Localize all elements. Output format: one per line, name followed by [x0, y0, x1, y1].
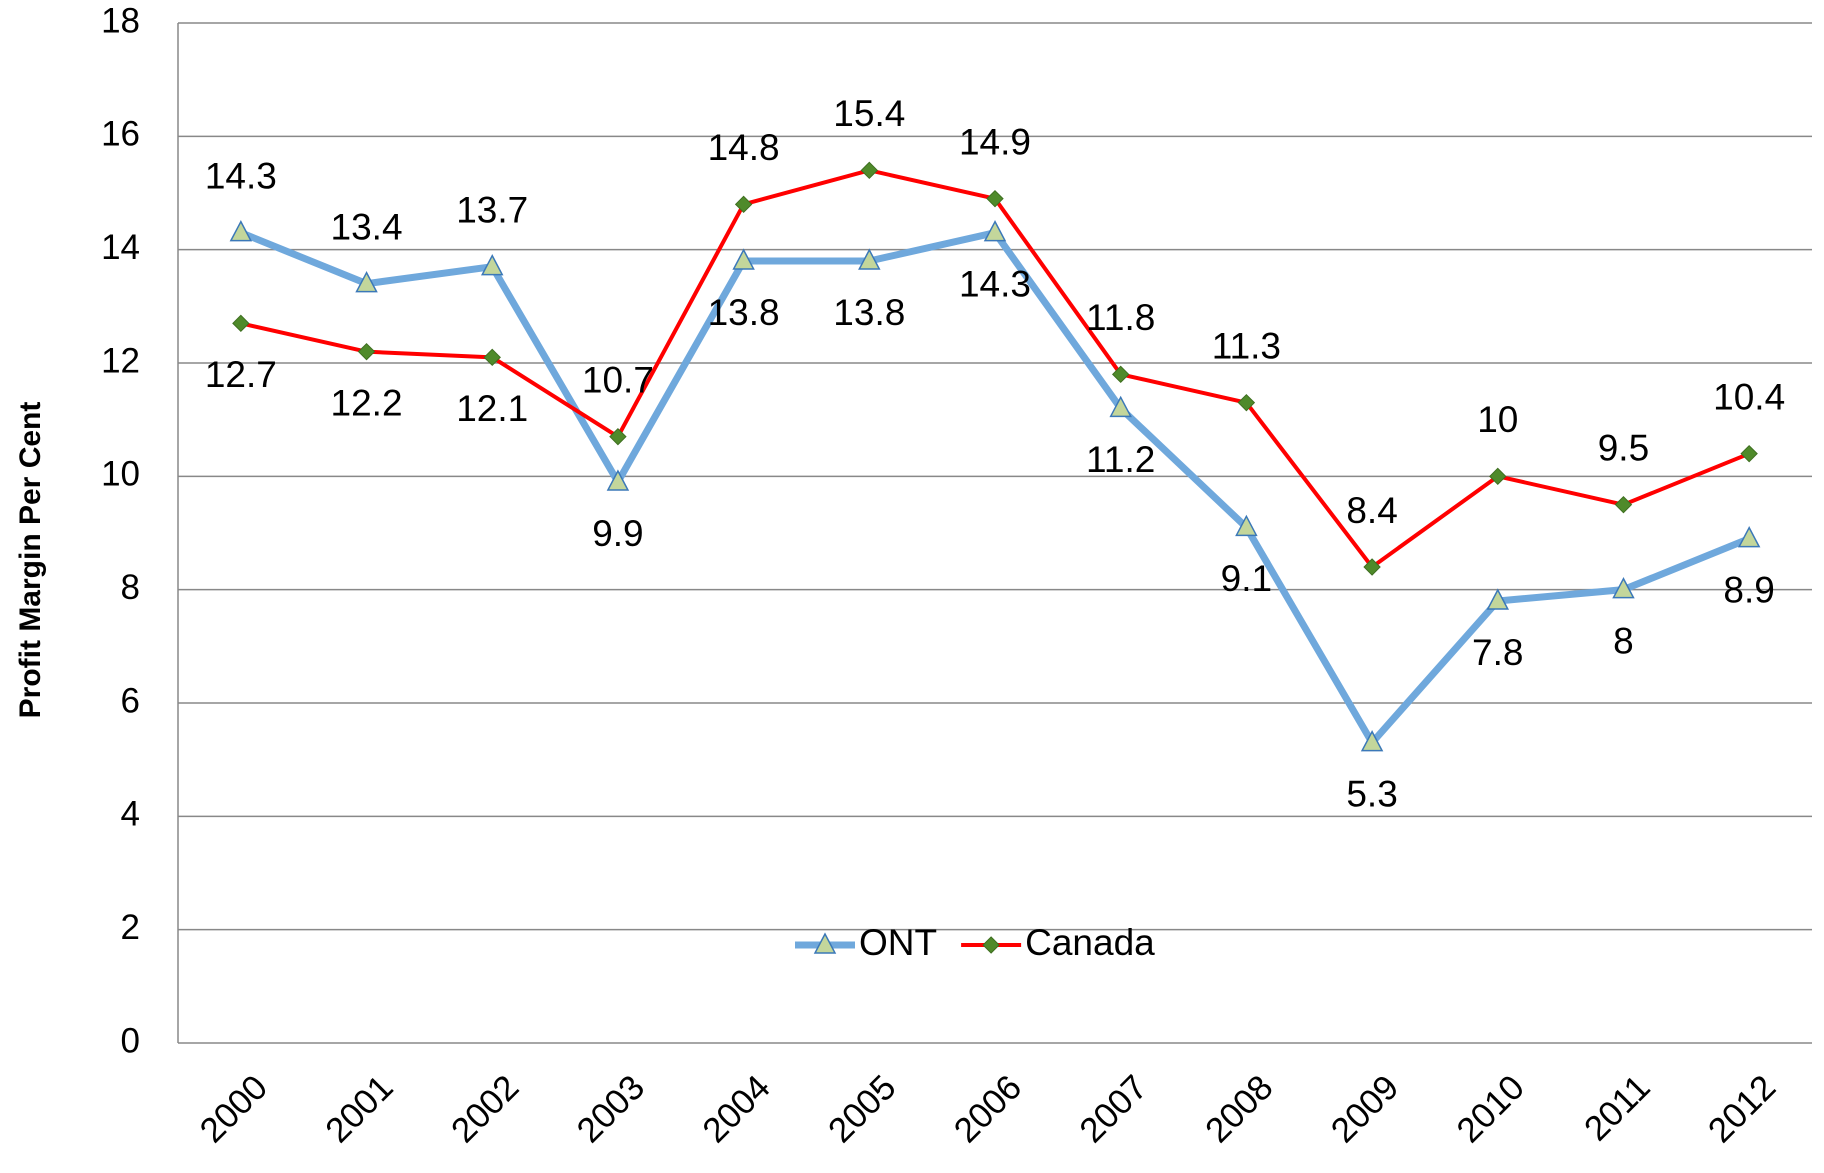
data-label: 13.8 [833, 292, 905, 333]
x-tick-label: 2006 [947, 1068, 1030, 1151]
data-point [1237, 393, 1256, 412]
data-label: 12.2 [331, 382, 403, 423]
data-label: 9.1 [1221, 558, 1272, 599]
x-tick-label: 2011 [1577, 1068, 1658, 1149]
data-label: 15.4 [833, 93, 905, 134]
data-point [1360, 730, 1384, 752]
x-tick-label: 2004 [695, 1068, 778, 1151]
data-label: 9.9 [592, 513, 643, 554]
x-tick-label: 2000 [192, 1068, 275, 1151]
data-label: 7.8 [1472, 632, 1523, 673]
x-tick-label: 2008 [1198, 1068, 1281, 1151]
data-point [1489, 467, 1507, 486]
x-tick-label: 2012 [1701, 1068, 1784, 1151]
y-tick-label: 14 [101, 228, 140, 267]
data-label: 10 [1477, 399, 1518, 440]
data-point [1614, 495, 1633, 514]
data-label: 12.1 [456, 388, 528, 429]
data-point [1740, 444, 1758, 463]
data-label: 11.3 [1212, 325, 1281, 366]
data-point [983, 220, 1007, 242]
data-point [858, 248, 881, 270]
y-tick-label: 2 [121, 908, 140, 947]
data-label: 13.4 [331, 206, 403, 247]
data-label: 11.2 [1086, 439, 1155, 480]
data-point [1109, 395, 1132, 418]
legend-label: ONT [859, 922, 937, 963]
data-point [732, 248, 755, 270]
y-tick-label: 16 [101, 115, 140, 154]
data-point [357, 342, 376, 361]
y-tick-label: 0 [121, 1021, 140, 1060]
x-tick-label: 2003 [569, 1068, 652, 1151]
data-point [609, 427, 627, 446]
x-tick-label: 2005 [821, 1068, 904, 1151]
data-point [986, 189, 1004, 208]
data-point [734, 195, 753, 214]
data-label: 14.3 [959, 263, 1031, 304]
data-label: 8 [1613, 620, 1634, 661]
data-point [606, 469, 630, 491]
data-point [1235, 514, 1258, 537]
data-point [232, 314, 250, 333]
legend-marker [813, 932, 837, 954]
y-tick-label: 4 [121, 795, 140, 834]
x-tick-label: 2002 [444, 1068, 527, 1151]
data-label: 8.9 [1723, 569, 1774, 610]
data-label: 13.8 [708, 292, 780, 333]
data-point [483, 348, 501, 367]
y-tick-label: 18 [101, 1, 140, 40]
x-tick-label: 2007 [1072, 1068, 1155, 1151]
data-point [1612, 577, 1635, 599]
x-tick-label: 2009 [1324, 1068, 1407, 1151]
data-point [1737, 526, 1761, 548]
data-label: 11.8 [1086, 297, 1155, 338]
legend-label: Canada [1025, 922, 1155, 963]
y-tick-label: 6 [121, 681, 140, 720]
data-label: 14.3 [205, 155, 277, 196]
data-label: 5.3 [1346, 773, 1397, 814]
data-point [860, 161, 879, 180]
data-label: 14.8 [708, 127, 780, 168]
data-label: 14.9 [959, 121, 1031, 162]
legend-marker [982, 936, 1000, 954]
data-label: 13.7 [456, 189, 528, 230]
data-point [355, 271, 378, 293]
y-tick-label: 10 [101, 455, 140, 494]
data-label: 8.4 [1346, 490, 1397, 531]
x-tick-label: 2010 [1449, 1068, 1532, 1151]
data-point [1111, 365, 1130, 384]
y-axis-title: Profit Margin Per Cent [14, 402, 47, 719]
data-point [1363, 558, 1381, 576]
data-label: 12.7 [205, 354, 277, 395]
data-label: 10.7 [582, 359, 654, 400]
y-tick-label: 8 [121, 568, 140, 607]
data-label: 9.5 [1598, 427, 1649, 468]
data-point [229, 220, 253, 242]
data-point [1486, 588, 1510, 610]
x-tick-label: 2001 [318, 1068, 401, 1151]
y-tick-label: 12 [101, 341, 140, 380]
data-label: 10.4 [1713, 376, 1785, 417]
data-point [480, 254, 504, 276]
